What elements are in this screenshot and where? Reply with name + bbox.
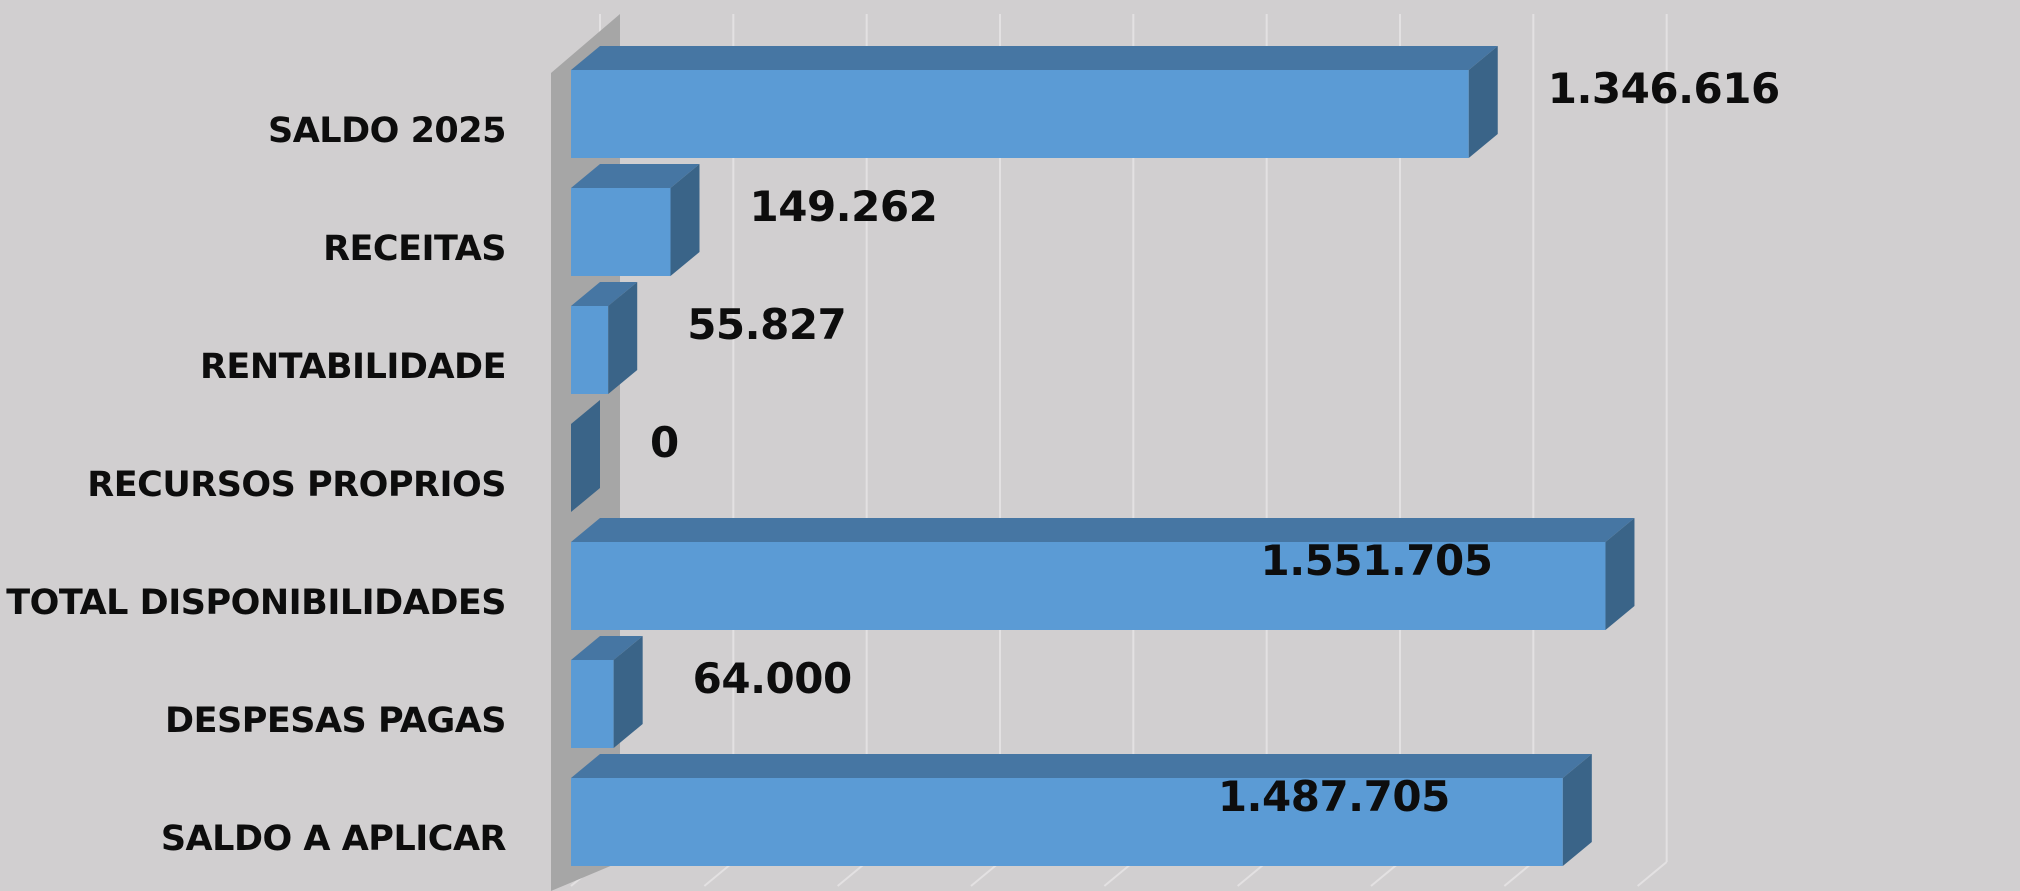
bar-front: [571, 542, 1606, 630]
data-label: 149.262: [750, 182, 938, 231]
category-label: SALDO A APLICAR: [161, 819, 507, 859]
bar-front: [571, 70, 1469, 158]
bar-side: [670, 164, 700, 276]
bar: [571, 754, 1592, 866]
data-label: 1.551.705: [1260, 536, 1492, 585]
data-label: 55.827: [687, 300, 846, 349]
bar: [571, 636, 643, 748]
bar-front: [571, 188, 671, 276]
category-label: RECEITAS: [323, 229, 506, 269]
data-label: 0: [650, 418, 679, 467]
bar-front: [571, 660, 614, 748]
bar: [571, 518, 1635, 630]
bars: [571, 46, 1635, 866]
bar-top: [571, 754, 1592, 778]
category-label: RENTABILIDADE: [200, 347, 506, 387]
data-label: 64.000: [693, 654, 852, 703]
data-labels: 1.346.616 149.262 55.827 0 1.551.705 64.000 1.…: [650, 64, 1780, 821]
bar-front: [571, 306, 609, 394]
bar: [571, 282, 638, 394]
bar-side: [571, 400, 600, 512]
bar: [571, 164, 700, 276]
bar-side: [608, 282, 638, 394]
bar-top: [571, 46, 1498, 70]
category-label: RECURSOS PROPRIOS: [87, 465, 506, 505]
bar-side: [613, 636, 643, 748]
bar-top: [571, 636, 643, 660]
bar-top: [571, 282, 638, 306]
bar: [571, 400, 600, 512]
category-label: DESPESAS PAGAS: [165, 701, 506, 741]
bar-side: [1562, 754, 1592, 866]
data-label: 1.487.705: [1218, 772, 1450, 821]
category-labels: SALDO 2025 RECEITAS RENTABILIDADE RECURSOS …: [6, 111, 507, 859]
bar-top: [571, 164, 700, 188]
category-label: SALDO 2025: [268, 111, 506, 151]
bar-side: [1468, 46, 1498, 158]
bar-top: [571, 518, 1635, 542]
bar-side: [1605, 518, 1635, 630]
bar: [571, 46, 1498, 158]
bar-front: [571, 778, 1563, 866]
floor-gridline: [1637, 861, 1668, 887]
category-label: TOTAL DISPONIBILIDADES: [6, 583, 506, 623]
data-label: 1.346.616: [1548, 64, 1780, 113]
